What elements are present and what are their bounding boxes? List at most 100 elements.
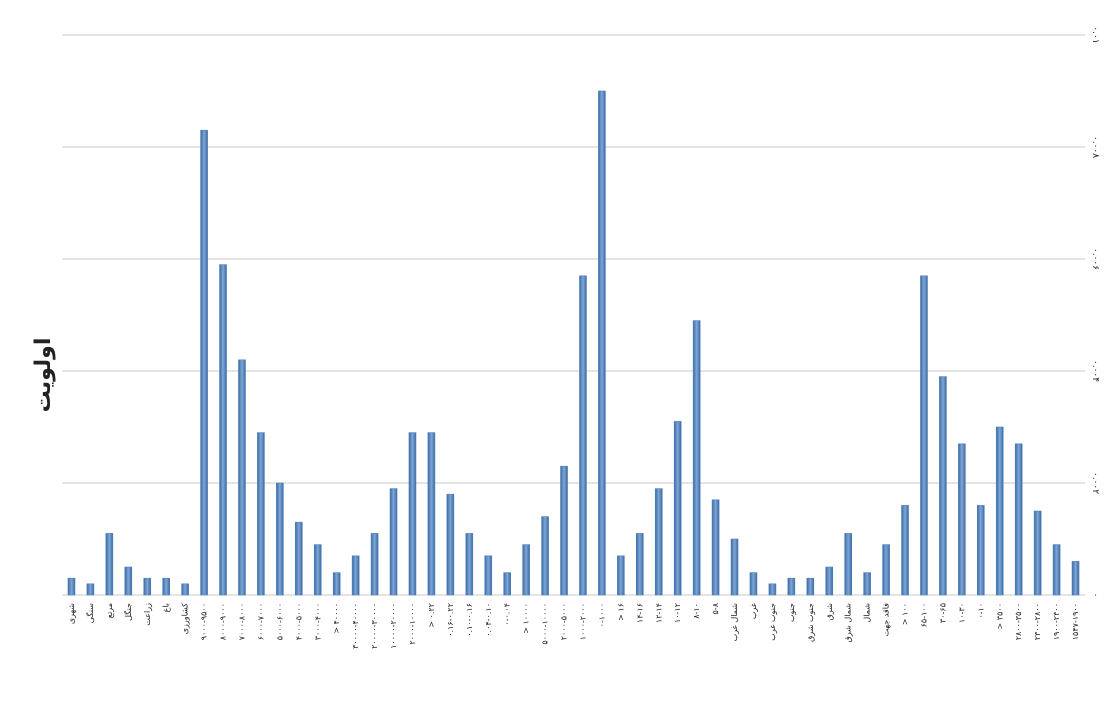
x-tick-label: ۴۰۰۰-۵۰۰۰ bbox=[294, 603, 303, 640]
bar bbox=[636, 533, 644, 596]
bar bbox=[730, 538, 739, 596]
bar bbox=[522, 544, 530, 596]
bar bbox=[560, 465, 568, 596]
x-tick-label: > ۳۵۰۰ bbox=[995, 603, 1004, 629]
y-tick-label: ۰.۰۰۶ bbox=[1090, 248, 1100, 270]
bar bbox=[427, 432, 436, 596]
x-tick-label: ۶۵-۱۰۰ bbox=[919, 603, 928, 627]
bar bbox=[579, 275, 587, 596]
bar bbox=[958, 443, 966, 596]
bar bbox=[370, 533, 379, 596]
x-tick-label: ۰-۱۰ bbox=[976, 603, 985, 619]
bar bbox=[901, 505, 909, 596]
x-tick-label: ۸۰۰۰-۹۰۰۰ bbox=[219, 603, 228, 640]
bar bbox=[749, 572, 758, 596]
x-tick-label: شمال غرب bbox=[730, 603, 739, 642]
x-tick-label: جنگل bbox=[123, 603, 133, 621]
x-tick-label: ۱۴-۱۶ bbox=[635, 603, 644, 623]
bar bbox=[484, 555, 493, 596]
bar bbox=[67, 577, 76, 596]
bar bbox=[143, 577, 152, 596]
x-tick-label: فاقد جهت bbox=[882, 603, 891, 636]
bar bbox=[939, 376, 947, 596]
bar bbox=[332, 572, 341, 596]
y-tick-label: ۰ bbox=[1090, 593, 1100, 598]
bar bbox=[692, 320, 701, 596]
bar bbox=[124, 566, 133, 596]
x-tick-label: ۰.۱۰-۰.۱۶ bbox=[465, 603, 474, 637]
bar bbox=[598, 90, 606, 596]
bar bbox=[181, 583, 189, 596]
x-tick-label: ۲۰۰۰۰-۳۰۰۰۰ bbox=[370, 603, 379, 649]
x-tick-label: ۷۰۰۰-۸۰۰۰ bbox=[237, 603, 246, 640]
x-tick-label: کشاورزی bbox=[181, 603, 190, 634]
bar bbox=[446, 493, 455, 596]
x-tick-label: شرق bbox=[825, 603, 834, 621]
bar bbox=[882, 544, 890, 596]
bar bbox=[162, 577, 170, 596]
x-tick-label: > ۰.۲۲ bbox=[427, 603, 436, 628]
bar bbox=[351, 555, 360, 596]
bar bbox=[825, 566, 834, 596]
x-tick-label: ۶۰۰۰-۷۰۰۰ bbox=[256, 603, 265, 640]
x-tick-label: ۱۹۰۰-۲۳۰۰ bbox=[1052, 603, 1061, 640]
x-tick-label: جنوب bbox=[787, 603, 796, 622]
bar bbox=[219, 264, 227, 596]
bar bbox=[86, 583, 95, 596]
x-tick-label: ۰.۰۴-۰.۱۰ bbox=[484, 603, 493, 637]
x-tick-label: ۸-۱۰ bbox=[692, 603, 701, 619]
bar bbox=[995, 426, 1004, 596]
x-tick-label: ۵-۸ bbox=[711, 602, 720, 614]
x-tick-label: ۱۰۰۰-۲۰۰۰ bbox=[578, 603, 587, 640]
bar bbox=[863, 572, 871, 596]
bar bbox=[1052, 544, 1061, 596]
x-tick-label: ۲۳۰۰-۲۸۰۰ bbox=[1033, 603, 1042, 640]
bar bbox=[844, 533, 852, 596]
bar bbox=[541, 516, 549, 596]
bar bbox=[200, 129, 208, 596]
x-tick-label: ۱۲-۱۴ bbox=[654, 603, 663, 623]
y-tick-label: ۰.۰۱ bbox=[1090, 26, 1100, 43]
y-tick-label: ۰.۰۰۸ bbox=[1090, 136, 1100, 158]
x-tick-label: ۳۰۰۰-۴۰۰۰ bbox=[313, 603, 322, 640]
bar bbox=[920, 275, 928, 596]
x-tick-label: ۰-۱۰۰۰ bbox=[597, 603, 606, 627]
x-tick-label: > ۱۶ bbox=[616, 603, 625, 621]
bar bbox=[257, 432, 265, 596]
x-tick-label: جنوب غرب bbox=[768, 603, 777, 641]
bar bbox=[787, 577, 796, 596]
bar bbox=[768, 583, 777, 596]
x-tick-label: > ۱۰۰ bbox=[901, 603, 910, 625]
x-tick-label: غرب bbox=[749, 603, 758, 619]
x-tick-label: ۱۰۰۰۰-۲۰۰۰۰ bbox=[389, 603, 398, 649]
bar bbox=[105, 533, 114, 596]
x-tick-label: شمال bbox=[863, 603, 872, 623]
x-tick-label: > ۴۰۰۰۰ bbox=[332, 603, 341, 634]
bar bbox=[295, 521, 303, 596]
bar bbox=[1014, 443, 1023, 596]
x-tick-label: ۵۰۰۰-۶۰۰۰ bbox=[275, 603, 284, 640]
x-tick-label: ۲۸۰۰-۳۵۰۰ bbox=[1014, 603, 1023, 640]
bar bbox=[654, 488, 663, 596]
x-tick-label: ۵۰۰۰-۱۰۰۰۰ bbox=[541, 603, 550, 645]
bar bbox=[673, 421, 682, 596]
x-tick-label: جنوب شرق bbox=[806, 603, 815, 642]
x-tick-label: ۱۵۴۷-۱۹۰۰ bbox=[1071, 603, 1080, 640]
x-tick-label: باغ bbox=[162, 603, 171, 612]
x-tick-label: ۹۰۰۰-۹۵۰۰ bbox=[200, 603, 209, 640]
x-tick-label: ۱۰-۳۰ bbox=[957, 603, 966, 623]
x-tick-label: ۱۰-۱۲ bbox=[673, 603, 682, 623]
y-tick-label: ۰.۰۰۴ bbox=[1090, 360, 1100, 382]
bar bbox=[389, 488, 398, 596]
bar bbox=[977, 505, 985, 596]
bar bbox=[276, 482, 284, 596]
bar bbox=[711, 499, 720, 596]
y-tick-label: ۰.۰۰۲ bbox=[1090, 472, 1100, 494]
x-tick-label: شهری bbox=[67, 603, 76, 624]
x-tick-label: سنگی bbox=[85, 603, 95, 624]
bar bbox=[617, 555, 625, 596]
bar bbox=[465, 533, 474, 596]
x-tick-label: ۳۰۰۰۰-۴۰۰۰۰ bbox=[351, 603, 360, 649]
bar bbox=[238, 359, 246, 596]
